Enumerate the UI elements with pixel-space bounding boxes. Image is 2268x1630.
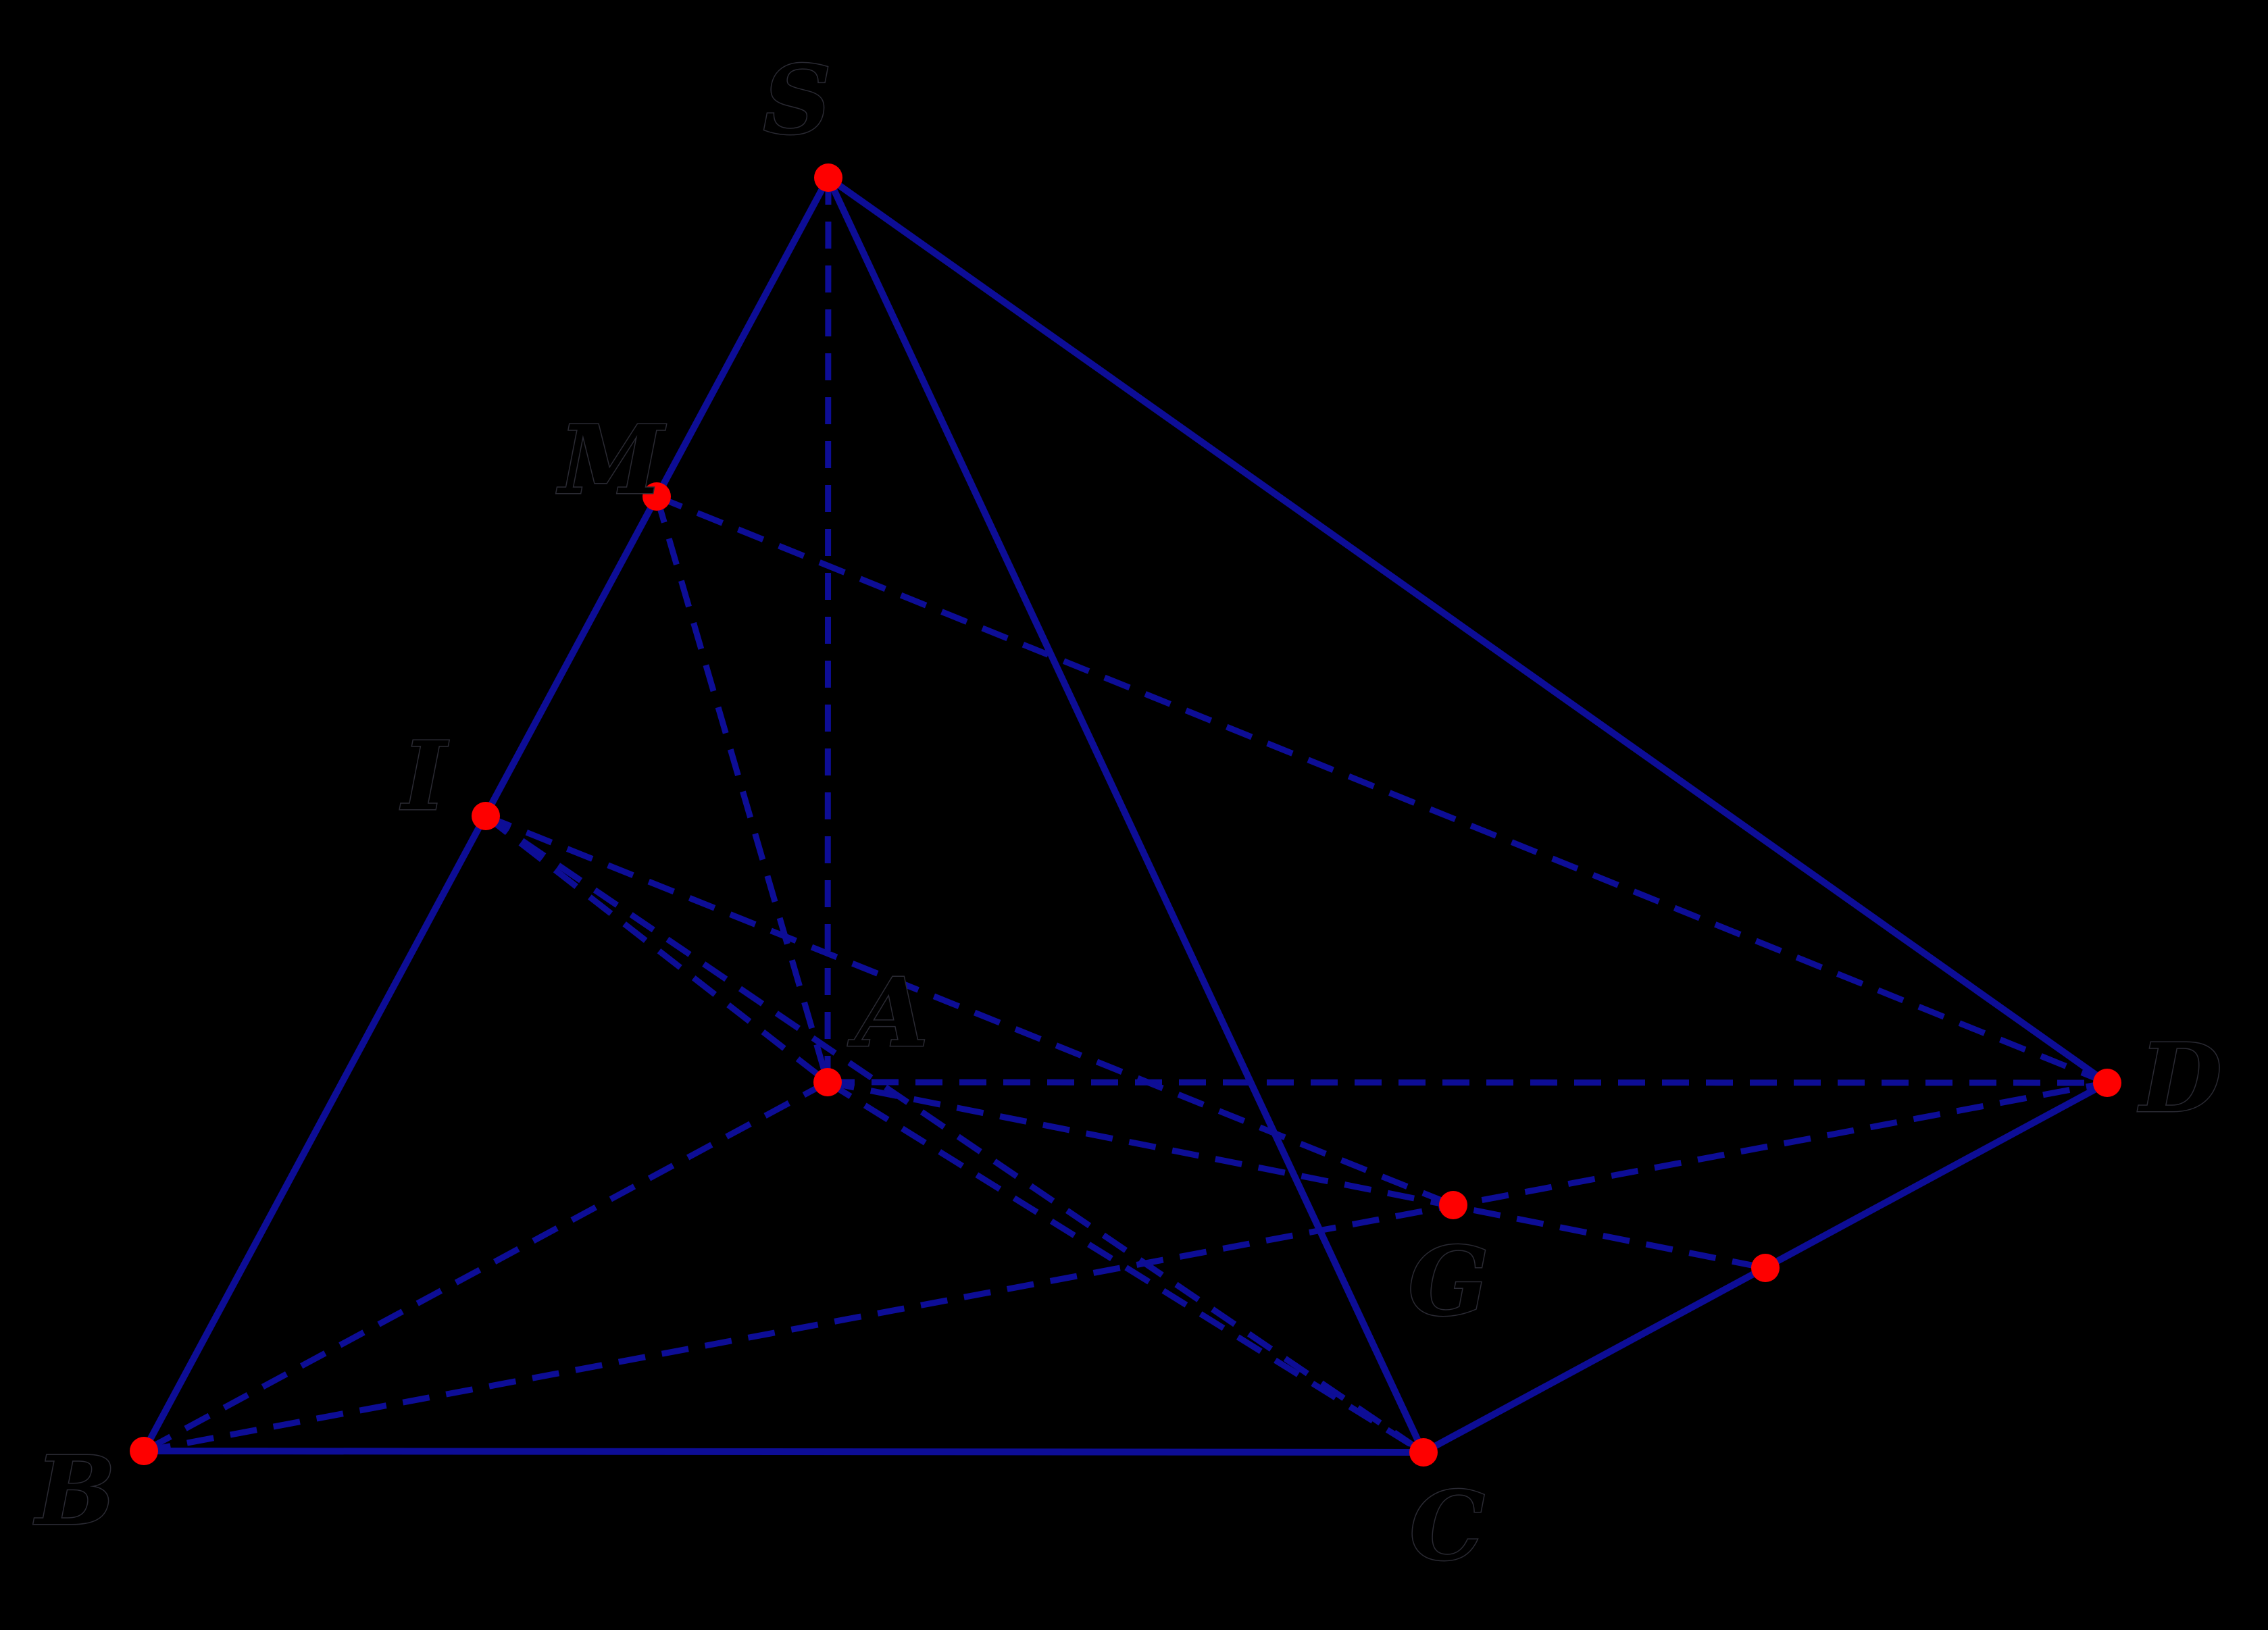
edge-A-D-dashed [827,1079,2108,1086]
edge-M-A-dashed [653,495,831,1084]
label-B: B [33,1436,116,1547]
point-I [472,802,500,830]
point-G [1439,1191,1467,1219]
edge-I-A-dashed [484,813,830,1085]
point-M [642,482,671,511]
label-A: A [848,958,929,1069]
label-S: S [763,45,831,156]
edge-S-C-solid [825,176,1427,1454]
label-G: G [1408,1227,1489,1338]
point-S [814,163,842,192]
edge-S-D-solid [826,174,2109,1086]
label-I: I [399,721,449,832]
point-B [130,1437,158,1465]
edge-B-D-dashed [143,1079,2108,1454]
edge-B-C-solid [143,1448,1424,1456]
point-D [2093,1069,2121,1097]
edge-A-N-dashed [827,1079,1766,1271]
label-M: M [557,405,667,516]
label-C: C [1409,1471,1484,1582]
edge-I-C-dashed [484,813,1426,1455]
point-N [1751,1254,1780,1282]
point-C [1409,1438,1438,1467]
point-A [813,1068,842,1096]
label-D: D [2137,1023,2221,1134]
edge-A-C-dashed [826,1079,1426,1455]
